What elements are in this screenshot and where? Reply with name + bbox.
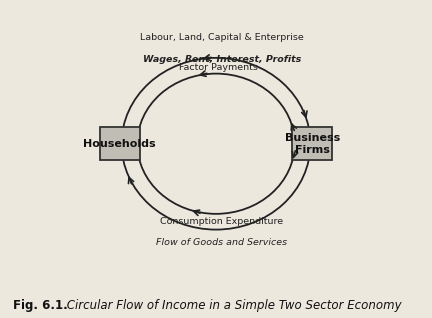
Text: Labour, Land, Capital & Enterprise: Labour, Land, Capital & Enterprise [140,33,304,42]
Text: Wages, Rent, Interest, Profits: Wages, Rent, Interest, Profits [143,55,301,64]
Text: Circular Flow of Income in a Simple Two Sector Economy: Circular Flow of Income in a Simple Two … [63,299,401,312]
Text: Households: Households [83,139,156,149]
Text: Fig. 6.1.: Fig. 6.1. [13,299,68,312]
FancyBboxPatch shape [99,127,140,160]
Text: Business
Firms: Business Firms [285,133,340,155]
Text: Flow of Goods and Services: Flow of Goods and Services [156,238,287,247]
Text: Factor Payments: Factor Payments [179,63,258,72]
Text: Consumption Expenditure: Consumption Expenditure [160,217,283,226]
FancyBboxPatch shape [292,127,333,160]
